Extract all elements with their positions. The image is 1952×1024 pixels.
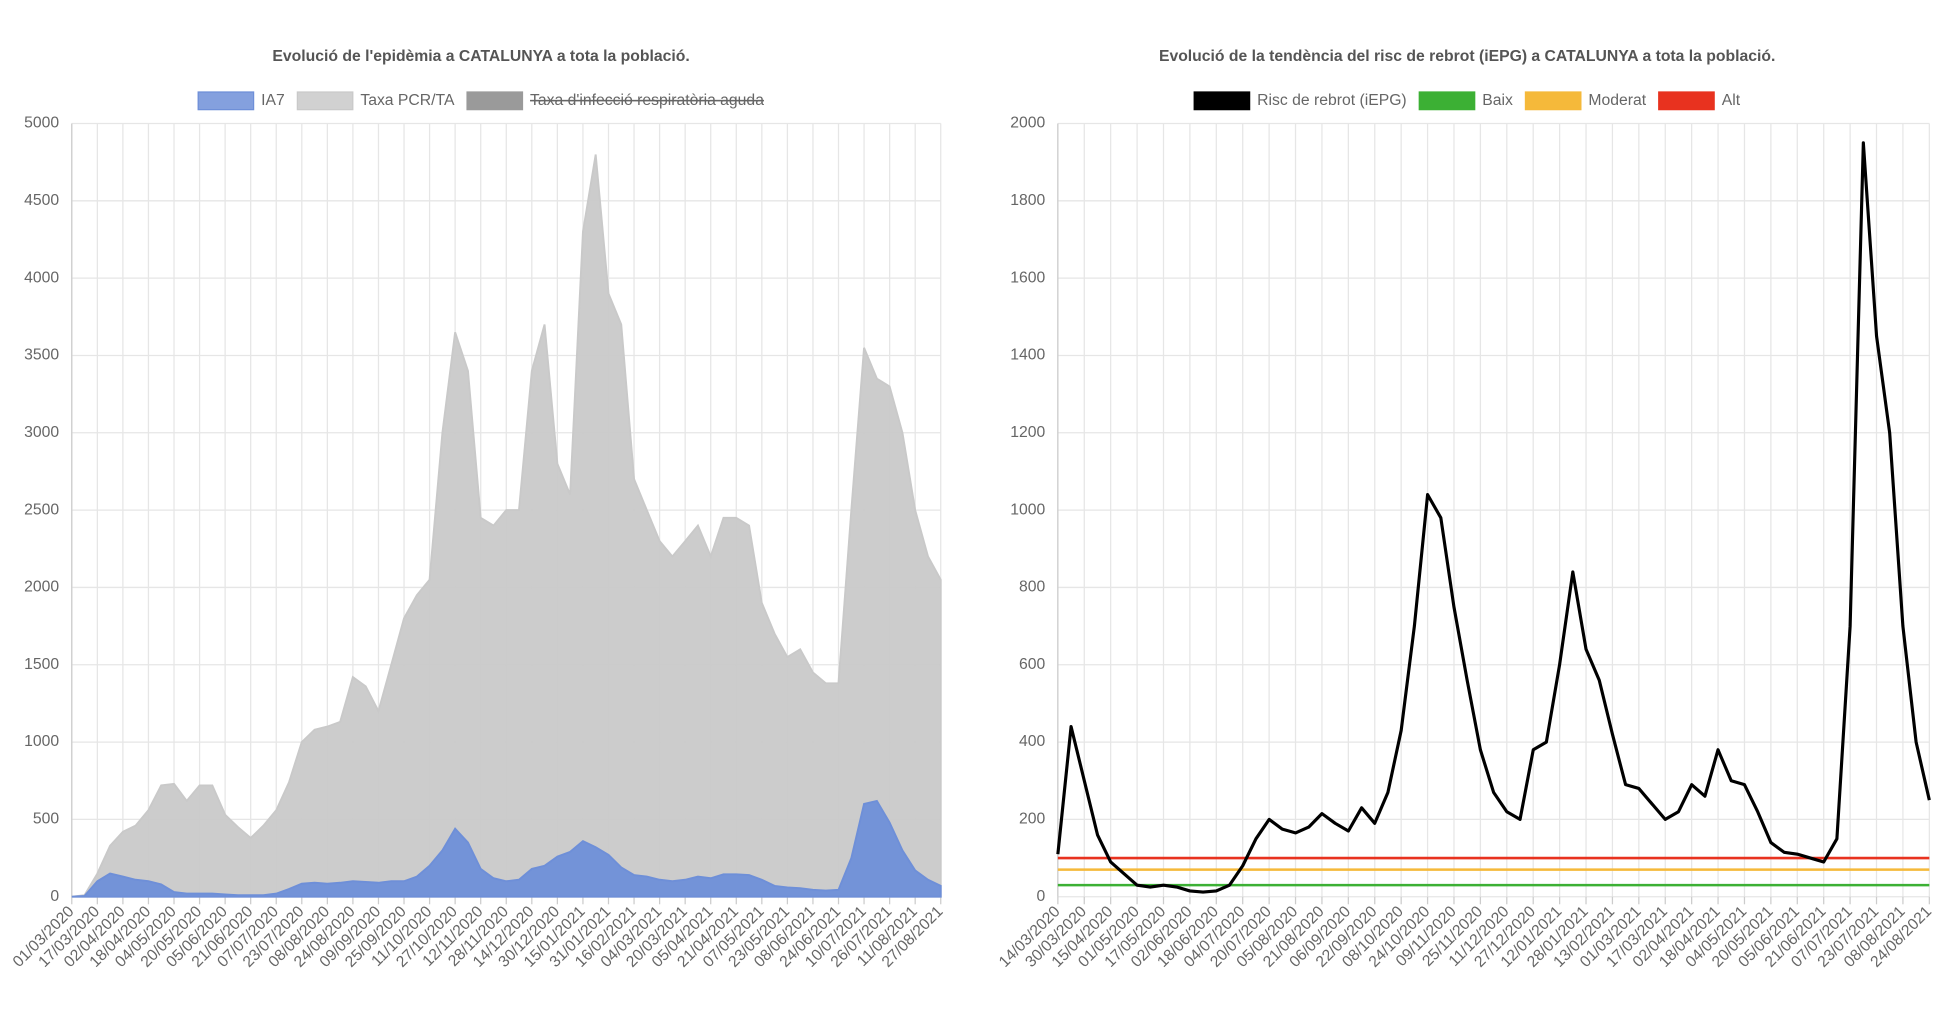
legend-swatch bbox=[1658, 91, 1715, 111]
y-tick-label: 1200 bbox=[1010, 424, 1045, 441]
y-tick-label: 1800 bbox=[1010, 192, 1045, 209]
legend-label[interactable]: Moderat bbox=[1588, 92, 1646, 109]
y-tick-label: 3000 bbox=[24, 424, 59, 441]
y-tick-label: 800 bbox=[1019, 579, 1046, 596]
legend: Risc de rebrot (iEPG) Baix Moderat Alt bbox=[1193, 91, 1741, 111]
legend-label[interactable]: IA7 bbox=[261, 92, 285, 109]
area bbox=[71, 799, 942, 898]
legend-label[interactable]: Taxa PCR/TA bbox=[360, 92, 455, 109]
y-tick-label: 2000 bbox=[1010, 115, 1045, 132]
legend-label[interactable]: Alt bbox=[1722, 92, 1741, 109]
y-tick-label: 3500 bbox=[24, 347, 59, 364]
legend-swatch bbox=[466, 91, 524, 111]
y-tick-label: 1000 bbox=[24, 733, 59, 750]
y-tick-label: 1600 bbox=[1010, 269, 1045, 286]
chart-title: Evolució de la tendència del risc de reb… bbox=[1159, 48, 1775, 65]
y-tick-label: 5000 bbox=[24, 115, 59, 132]
line bbox=[1056, 141, 1931, 894]
legend-label[interactable]: Baix bbox=[1482, 92, 1513, 109]
legend-swatch bbox=[296, 91, 354, 111]
y-tick-label: 500 bbox=[33, 811, 60, 828]
y-tick-label: 200 bbox=[1019, 811, 1046, 828]
y-tick-label: 0 bbox=[1036, 888, 1045, 905]
y-tick-label: 2500 bbox=[24, 501, 59, 518]
legend-swatch bbox=[1418, 91, 1476, 111]
legend-label[interactable]: Risc de rebrot (iEPG) bbox=[1257, 92, 1407, 109]
chart: Evolució de la tendència del risc de reb… bbox=[996, 48, 1935, 971]
y-tick-label: 4000 bbox=[24, 269, 59, 286]
y-tick-label: 400 bbox=[1019, 733, 1046, 750]
legend-label[interactable]: Taxa d'infecció respiratòria aguda bbox=[530, 92, 764, 109]
y-tick-label: 2000 bbox=[24, 579, 59, 596]
y-tick-label: 1000 bbox=[1010, 501, 1045, 518]
legend: IA7 Taxa PCR/TA Taxa d'infecció respiratòr… bbox=[197, 91, 764, 111]
chart-title: Evolució de l'epidèmia a CATALUNYA a tot… bbox=[272, 48, 689, 65]
y-tick-label: 600 bbox=[1019, 656, 1046, 673]
y-tick-label: 1400 bbox=[1010, 347, 1045, 364]
y-tick-label: 1500 bbox=[24, 656, 59, 673]
y-tick-label: 0 bbox=[50, 888, 59, 905]
legend-swatch bbox=[197, 91, 255, 111]
chart: Evolució de l'epidèmia a CATALUNYA a tot… bbox=[10, 48, 947, 971]
legend-swatch bbox=[1524, 91, 1582, 111]
y-tick-label: 4500 bbox=[24, 192, 59, 209]
legend-swatch bbox=[1193, 91, 1251, 111]
area bbox=[71, 154, 942, 898]
